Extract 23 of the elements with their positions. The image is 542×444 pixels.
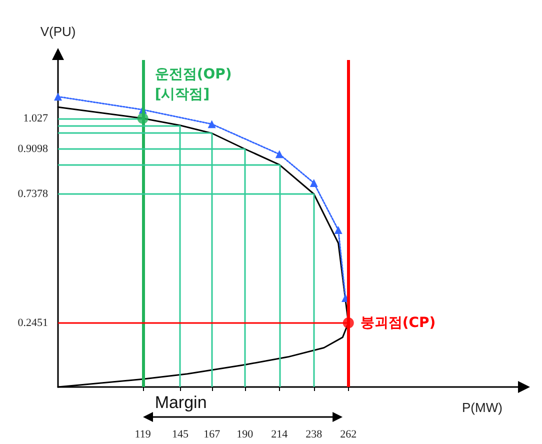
x-tick-label: 190 xyxy=(236,428,254,440)
y-tick-label: 0.9098 xyxy=(18,142,48,155)
annotation: 운전점(OP) [시작점] xyxy=(154,66,232,102)
x-tick-label: 262 xyxy=(340,428,357,440)
y-tick-label: 0.2451 xyxy=(18,316,48,329)
point xyxy=(334,226,342,234)
annotation: 붕괴점(CP) xyxy=(360,314,436,331)
x-tick-label: 214 xyxy=(271,428,288,440)
x-tick-label: 238 xyxy=(306,428,323,440)
point xyxy=(137,112,148,124)
text: Margin xyxy=(154,393,207,412)
y-tick-label: 0.7378 xyxy=(18,188,48,200)
point xyxy=(208,120,216,128)
x-tick-label: 167 xyxy=(204,428,221,440)
x-axis-title: P(MW) xyxy=(462,400,502,415)
y-axis-title: V(PU) xyxy=(40,24,76,39)
point xyxy=(54,92,62,101)
x-tick-label: 119 xyxy=(134,428,152,440)
point xyxy=(342,317,354,328)
x-tick-label: 145 xyxy=(172,428,189,440)
point xyxy=(275,150,284,158)
point xyxy=(310,178,318,187)
y-tick-label: 1.027 xyxy=(23,112,48,124)
